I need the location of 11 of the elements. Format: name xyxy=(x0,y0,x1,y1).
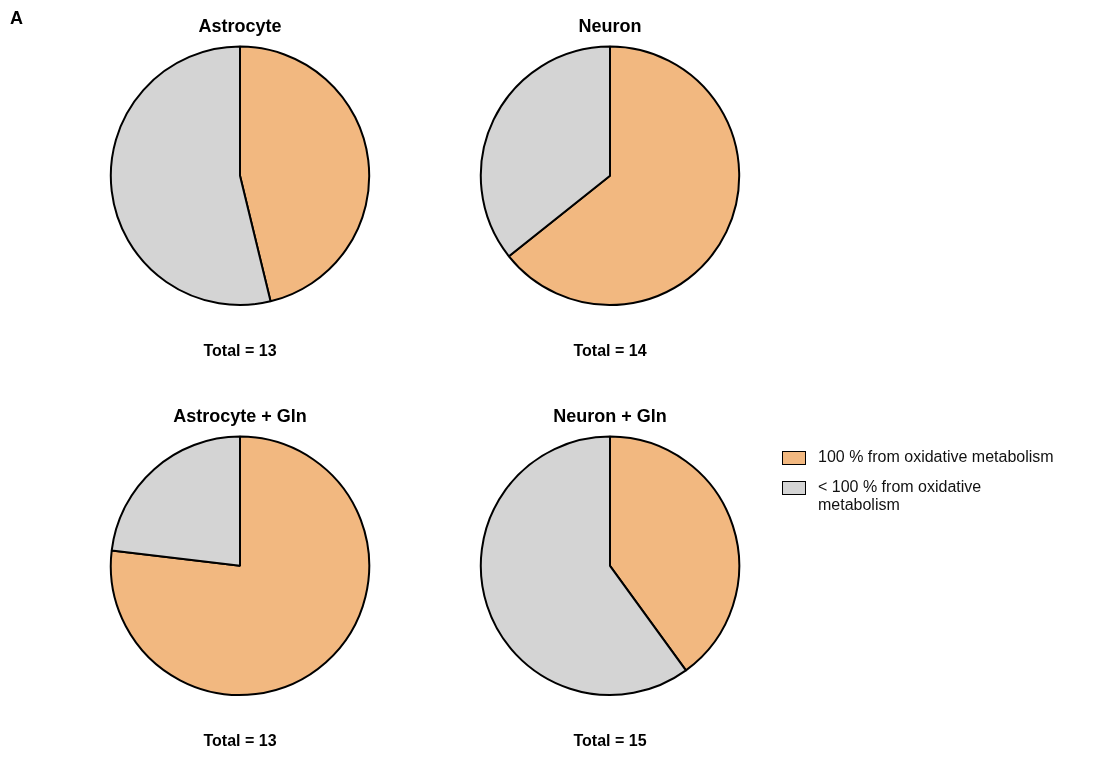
chart-title: Neuron xyxy=(578,15,642,36)
chart-title: Astrocyte + Gln xyxy=(173,405,307,426)
text: Total = 13 xyxy=(202,342,278,360)
text: A xyxy=(10,8,23,29)
chart-title: Astrocyte xyxy=(198,15,282,36)
text: Total = 14 xyxy=(572,342,648,360)
text: Total = 13 xyxy=(202,732,278,750)
chart-title: Neuron + Gln xyxy=(553,405,667,426)
legend-label: < 100 % from oxidative metabolism xyxy=(818,478,983,514)
text: Total = 15 xyxy=(572,732,648,750)
legend-label: 100 % from oxidative metabolism xyxy=(818,448,1054,466)
